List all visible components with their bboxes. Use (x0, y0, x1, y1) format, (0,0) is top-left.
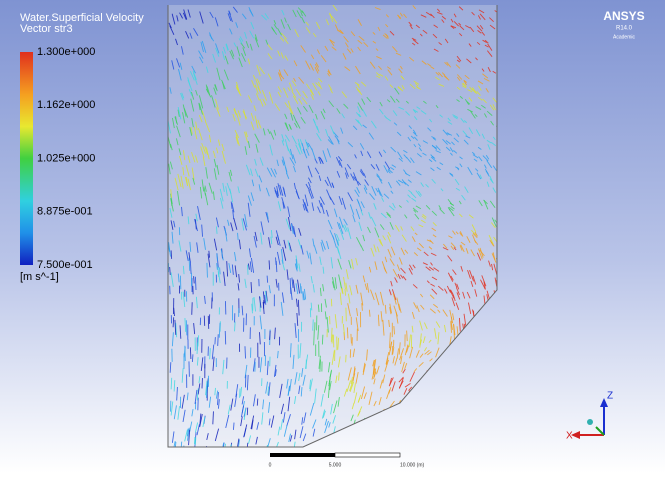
origin-dot (587, 419, 593, 425)
scale-segment (335, 453, 400, 457)
legend-tick-label: 8.875e-001 (37, 206, 93, 218)
legend-unit: [m s^-1] (20, 271, 59, 283)
vector (186, 320, 187, 335)
vector (392, 346, 393, 355)
vector (407, 331, 408, 342)
vector (171, 250, 172, 258)
scale-label: 10.000 (m) (400, 462, 425, 468)
vector (339, 372, 340, 380)
vector (192, 354, 193, 362)
vector (213, 411, 214, 424)
vector (245, 346, 246, 358)
vector (267, 276, 268, 283)
vector (345, 289, 346, 296)
viewport: Water.Superficial Velocity Vector str3 1… (0, 0, 665, 473)
vector (195, 277, 196, 290)
vector (270, 331, 271, 340)
vector (269, 260, 270, 269)
scale-bar (270, 453, 400, 457)
vector (207, 263, 208, 278)
vector (235, 322, 236, 332)
legend-tick-label: 1.300e+000 (37, 46, 95, 58)
scale-segment (270, 453, 335, 457)
vector (347, 327, 348, 338)
vector (218, 334, 219, 346)
logo-version: R14.0 (616, 26, 633, 32)
logo-edition: Academic (613, 34, 635, 40)
vector (171, 199, 172, 206)
vector (311, 303, 312, 311)
vector (173, 317, 174, 327)
vector (233, 423, 234, 430)
vector (313, 319, 314, 330)
z-label: Z (607, 391, 613, 402)
legend-tick-label: 1.162e+000 (37, 99, 95, 111)
scale-label: 5.000 (329, 462, 342, 468)
vector (332, 334, 333, 343)
vector (190, 347, 191, 359)
vector (194, 276, 195, 283)
vector (322, 335, 323, 345)
vector (171, 378, 172, 390)
vector (170, 267, 171, 275)
vector (216, 227, 217, 234)
logo-name: ANSYS (603, 9, 644, 23)
vector (220, 267, 221, 274)
vector (217, 254, 218, 261)
legend-tick-label: 7.500e-001 (37, 259, 93, 271)
x-label: X (566, 431, 573, 442)
legend-subtitle: Vector str3 (20, 23, 73, 35)
legend-tick-label: 1.025e+000 (37, 152, 95, 164)
color-bar (20, 52, 33, 265)
vector (238, 233, 239, 240)
vector (195, 438, 196, 445)
scale-label: 0 (269, 462, 272, 468)
